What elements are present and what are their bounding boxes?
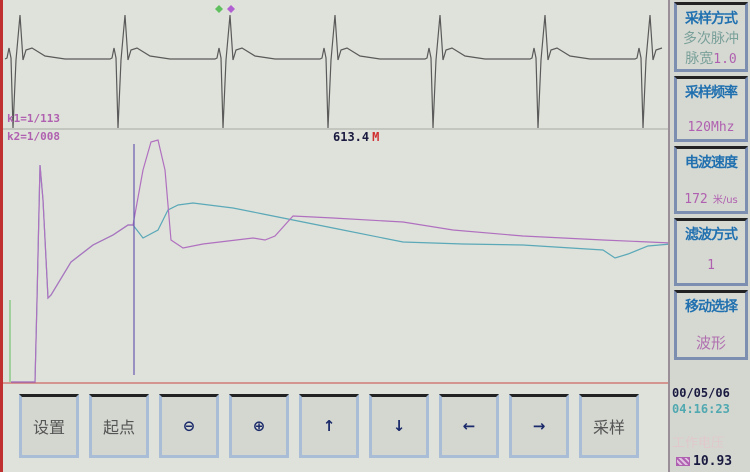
blue-trace (11, 164, 671, 383)
left-button[interactable]: ← (439, 394, 499, 458)
date: 00/05/06 (672, 386, 730, 400)
sample-button[interactable]: 采样 (579, 394, 639, 458)
sample-label: 采样 (592, 418, 625, 437)
filter-mode-box[interactable]: 滤波方式 1 (674, 218, 748, 286)
voltage-label: 工作电压 (672, 436, 725, 451)
sampling-rate-value: 120Mhz (687, 120, 735, 135)
right-button[interactable]: → (509, 394, 569, 458)
pulse-width-label: 脉宽 (685, 51, 714, 67)
up-button[interactable]: ↑ (299, 394, 359, 458)
zoom-in-button[interactable]: ⊕ (229, 394, 289, 458)
down-button[interactable]: ↓ (369, 394, 429, 458)
sampling-mode-title: 采样方式 (685, 11, 738, 27)
purple-trace (11, 139, 671, 383)
wave-speed-title: 电波速度 (685, 155, 738, 171)
voltage-value: 10.93 (693, 454, 733, 469)
k2-label: k2=1/008 (7, 130, 60, 143)
pulse-width-value: 1.0 (713, 52, 737, 67)
start-point-label: 起点 (102, 418, 135, 437)
settings-button[interactable]: 设置 (19, 394, 79, 458)
side-panel: 采样方式 多次脉冲 脉宽1.0 采样频率 120Mhz 电波速度 172 米/u… (668, 0, 750, 472)
move-select-box[interactable]: 移动选择 波形 (674, 290, 748, 360)
distance-unit: M (372, 130, 380, 144)
waveform-plot[interactable] (3, 0, 671, 472)
filter-mode-value: 1 (707, 258, 715, 273)
start-point-button[interactable]: 起点 (89, 394, 149, 458)
settings-label: 设置 (32, 418, 65, 437)
sampling-rate-box[interactable]: 采样频率 120Mhz (674, 76, 748, 142)
arrow-right-icon: → (532, 417, 546, 435)
zoom-in-icon: ⊕ (252, 417, 266, 435)
arrow-down-icon: ↓ (392, 417, 406, 435)
marker-green-icon (215, 5, 223, 13)
wave-speed-value: 172 (684, 192, 708, 207)
battery-readout: 10.93 (676, 454, 732, 469)
marker-purple-icon (227, 5, 235, 13)
time: 04:16:23 (672, 402, 730, 416)
sampling-rate-title: 采样频率 (685, 85, 738, 101)
sampling-mode-box[interactable]: 采样方式 多次脉冲 脉宽1.0 (674, 2, 748, 72)
move-select-value: 波形 (695, 334, 726, 352)
zoom-out-icon: ⊖ (182, 417, 196, 435)
k1-label: k1=1/113 (7, 112, 60, 125)
move-select-title: 移动选择 (685, 299, 738, 315)
waveform-screen[interactable]: k1=1/113 k2=1/008 613.4 M 设置 起点 ⊖ ⊕ ↑ ↓ ←… (0, 0, 671, 472)
wave-speed-box[interactable]: 电波速度 172 米/us (674, 146, 748, 214)
wave-speed-unit: 米/us (712, 195, 738, 206)
zoom-out-button[interactable]: ⊖ (159, 394, 219, 458)
top-trace (4, 14, 663, 129)
battery-icon (676, 457, 690, 466)
arrow-left-icon: ← (462, 417, 476, 435)
arrow-up-icon: ↑ (322, 417, 336, 435)
sampling-mode-value: 多次脉冲 (683, 31, 739, 47)
distance-readout: 613.4 M (333, 130, 379, 144)
distance-value: 613.4 (333, 130, 370, 144)
filter-mode-title: 滤波方式 (685, 227, 738, 243)
